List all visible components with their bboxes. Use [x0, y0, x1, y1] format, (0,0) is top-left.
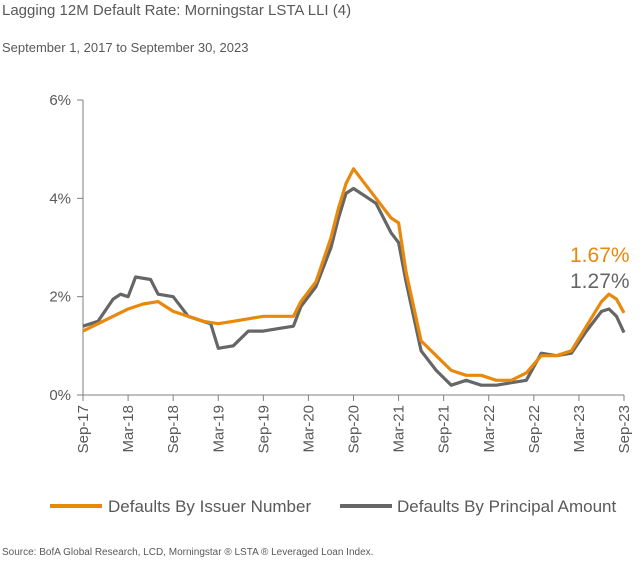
x-tick-label: Sep-21 — [436, 405, 453, 453]
y-tick-label: 2% — [49, 289, 71, 306]
chart-axes: 0% 2% 4% 6% Sep-17 Mar-18 Sep-18 Mar-19 Sep-19 Ma… — [49, 92, 633, 453]
x-tick-label: Mar-20 — [300, 405, 317, 453]
series-layer — [82, 167, 626, 387]
x-tick-label: Mar-22 — [481, 405, 498, 453]
x-tick-label: Mar-21 — [391, 405, 408, 453]
end-label-issuer: 1.67% — [570, 244, 630, 267]
legend-label-principal: Defaults By Principal Amount — [397, 497, 616, 516]
x-tick-label: Sep-20 — [346, 405, 363, 453]
x-tick-label: Sep-22 — [526, 405, 543, 453]
y-tick-label: 4% — [49, 190, 71, 207]
chart-title: Lagging 12M Default Rate: Morningstar LS… — [2, 2, 352, 19]
chart-subtitle: September 1, 2017 to September 30, 2023 — [2, 40, 249, 55]
x-tick-label: Mar-23 — [571, 405, 588, 453]
chart-legend: Defaults By Issuer Number Defaults By Pri… — [50, 497, 616, 516]
series-line-issuer — [82, 167, 626, 382]
x-tick-label: Sep-19 — [255, 405, 272, 453]
x-tick-label: Mar-18 — [120, 405, 137, 453]
legend-label-issuer: Defaults By Issuer Number — [108, 497, 311, 516]
end-label-principal: 1.27% — [570, 270, 630, 293]
labels-layer: 1.67% 1.27% — [570, 244, 630, 293]
source-note: Source: BofA Global Research, LCD, Morni… — [2, 547, 374, 558]
x-tick-label: Sep-18 — [165, 405, 182, 453]
y-tick-label: 6% — [49, 92, 71, 109]
y-tick-label: 0% — [49, 387, 71, 404]
x-tick-label: Mar-19 — [210, 405, 227, 453]
x-tick-label: Sep-23 — [616, 405, 633, 453]
x-tick-label: Sep-17 — [75, 405, 92, 453]
